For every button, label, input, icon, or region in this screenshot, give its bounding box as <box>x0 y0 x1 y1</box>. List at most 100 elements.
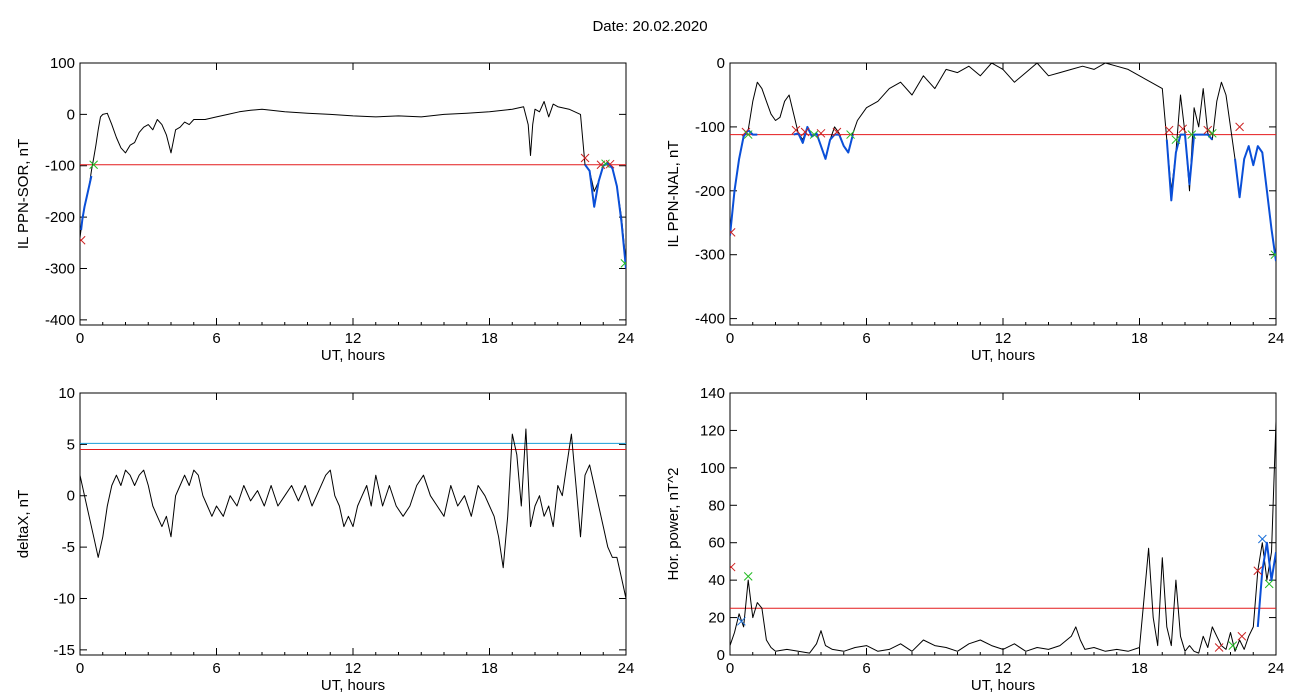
y-tick-label: 140 <box>700 385 725 402</box>
x-tick-label: 6 <box>212 330 220 347</box>
series-line-highlight <box>584 162 626 269</box>
plot-frame <box>79 392 627 656</box>
event-marker <box>832 127 842 137</box>
x-axis-label: UT, hours <box>321 677 385 694</box>
y-tick-label: -15 <box>53 642 75 659</box>
plot-area <box>80 428 626 599</box>
x-tick-label: 6 <box>212 660 220 677</box>
x-tick-label: 18 <box>1131 660 1148 677</box>
y-tick-label: -300 <box>695 247 725 264</box>
y-tick-label: -400 <box>695 311 725 328</box>
y-tick-label: 5 <box>67 436 75 453</box>
event-marker <box>743 572 753 581</box>
plot-area <box>80 101 626 269</box>
x-tick-label: 6 <box>862 660 870 677</box>
event-marker <box>800 127 810 137</box>
plot-area <box>730 421 1276 654</box>
y-tick-label: 100 <box>50 55 75 72</box>
event-marker <box>1171 135 1181 145</box>
event-marker <box>1257 534 1267 544</box>
series-line <box>730 63 1276 262</box>
event-marker <box>730 227 736 237</box>
y-tick-label: -100 <box>45 158 75 175</box>
x-tick-label: 24 <box>1268 330 1285 347</box>
event-marker <box>809 130 819 139</box>
x-tick-label: 18 <box>481 330 498 347</box>
x-tick-label: 12 <box>345 330 362 347</box>
series-line-highlight <box>1256 541 1276 627</box>
chart-2: 0 6 12 18 24 0 -100 -200 -300 -400 UT, hours IL PPN… <box>665 55 1284 364</box>
event-marker <box>846 130 855 139</box>
plot-frame <box>729 392 1277 656</box>
y-tick-label: -400 <box>45 312 75 329</box>
y-tick-label: -10 <box>53 590 75 607</box>
event-marker <box>1237 631 1247 641</box>
series-line-highlight <box>793 125 854 160</box>
event-marker <box>743 130 753 139</box>
y-tick-label: 20 <box>708 610 725 627</box>
event-marker <box>89 160 99 170</box>
event-marker <box>791 125 801 135</box>
plot-area <box>730 63 1276 262</box>
y-tick-label: 60 <box>708 535 725 552</box>
x-axis-label: UT, hours <box>321 347 385 364</box>
x-tick-label: 24 <box>618 330 635 347</box>
series-line-highlight <box>80 175 93 231</box>
event-marker <box>1253 566 1263 576</box>
event-marker <box>816 128 826 138</box>
event-marker <box>605 159 615 169</box>
x-tick-label: 12 <box>995 660 1012 677</box>
event-marker <box>80 235 86 245</box>
event-marker <box>730 562 736 572</box>
event-marker <box>1164 125 1174 135</box>
y-tick-label: 10 <box>58 385 75 402</box>
y-axis-label: IL PPN-SOR, nT <box>15 139 32 249</box>
event-marker <box>1270 250 1276 260</box>
x-tick-label: 0 <box>76 330 84 347</box>
series-line <box>80 428 626 599</box>
y-tick-label: -300 <box>45 260 75 277</box>
event-marker <box>1207 128 1217 138</box>
y-tick-label: 80 <box>708 497 725 514</box>
y-tick-label: -100 <box>695 119 725 136</box>
chart-4: 0 6 12 18 24 140 120 100 80 60 40 20 0 UT, hours Hor. … <box>665 385 1284 694</box>
event-marker <box>1264 579 1274 589</box>
y-tick-label: -200 <box>695 183 725 200</box>
x-tick-label: 0 <box>726 660 734 677</box>
page-title: Date: 20.02.2020 <box>592 18 708 35</box>
x-tick-label: 6 <box>862 330 870 347</box>
y-tick-label: 40 <box>708 572 725 589</box>
x-tick-label: 24 <box>618 660 635 677</box>
x-tick-label: 12 <box>995 330 1012 347</box>
x-tick-label: 18 <box>1131 330 1148 347</box>
series-line-highlight <box>1234 145 1276 262</box>
plot-frame <box>729 62 1277 326</box>
series-line-highlight <box>1165 133 1214 202</box>
x-tick-label: 0 <box>726 330 734 347</box>
y-axis-label: Hor. power, nT^2 <box>665 468 682 581</box>
event-marker <box>1203 125 1213 135</box>
event-marker <box>580 153 590 163</box>
event-marker <box>1214 643 1224 652</box>
series-line <box>730 421 1276 654</box>
event-marker <box>620 258 626 268</box>
y-tick-label: -200 <box>45 209 75 226</box>
y-tick-label: 0 <box>717 647 725 664</box>
y-tick-label: 120 <box>700 422 725 439</box>
y-axis-label: deltaX, nT <box>15 490 32 558</box>
event-marker <box>737 616 746 626</box>
x-tick-label: 0 <box>76 660 84 677</box>
event-marker <box>1235 122 1244 132</box>
event-marker <box>1178 124 1188 134</box>
x-tick-label: 24 <box>1268 660 1285 677</box>
series-line-highlight <box>730 129 758 236</box>
y-tick-label: -5 <box>62 539 75 556</box>
series-line <box>80 101 626 264</box>
x-tick-label: 18 <box>481 660 498 677</box>
x-axis-label: UT, hours <box>971 347 1035 364</box>
y-tick-label: 0 <box>717 55 725 72</box>
y-tick-label: 0 <box>67 488 75 505</box>
x-tick-label: 12 <box>345 660 362 677</box>
chart-3: 0 6 12 18 24 10 5 0 -5 -10 -15 UT, hours deltaX, nT <box>15 385 634 694</box>
